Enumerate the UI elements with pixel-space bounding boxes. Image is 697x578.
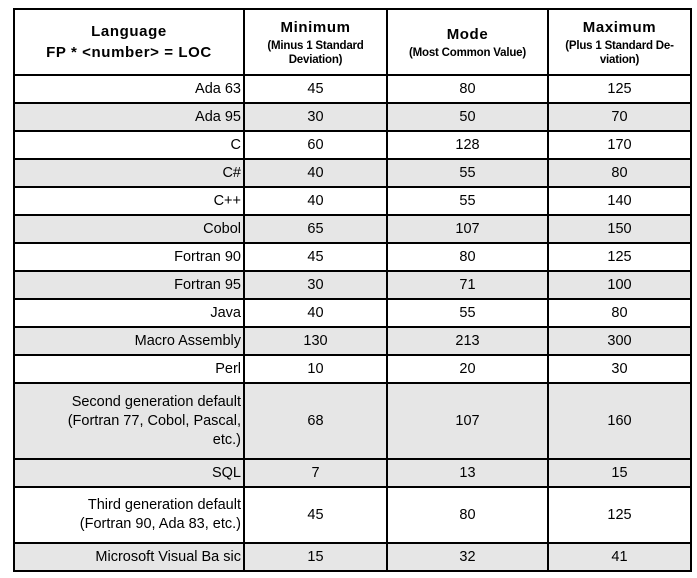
- mode-cell: 50: [386, 102, 549, 132]
- language-cell: Macro Assembly: [13, 326, 245, 356]
- language-cell: Third generation default (Fortran 90, Ad…: [13, 486, 245, 544]
- table-row-ada-63: Ada 63 45 80 125: [13, 74, 692, 104]
- maximum-cell: 140: [547, 186, 692, 216]
- header-minimum: Minimum (Minus 1 Standard Deviation): [243, 8, 388, 76]
- language-cell: C++: [13, 186, 245, 216]
- mode-cell: 32: [386, 542, 549, 572]
- table-row-sql: SQL 7 13 15: [13, 458, 692, 488]
- language-cell: Ada 63: [13, 74, 245, 104]
- mode-cell: 55: [386, 298, 549, 328]
- language-cell: Cobol: [13, 214, 245, 244]
- header-maximum-subtitle: (Plus 1 Standard De- viation): [565, 40, 674, 66]
- minimum-cell: 30: [243, 270, 388, 300]
- header-language: Language FP * <number> = LOC: [13, 8, 245, 76]
- header-maximum: Maximum (Plus 1 Standard De- viation): [547, 8, 692, 76]
- table-row-fortran-95: Fortran 95 30 71 100: [13, 270, 692, 300]
- language-cell: Perl: [13, 354, 245, 384]
- language-cell: Fortran 95: [13, 270, 245, 300]
- table-row-microsoft-visual-basic: Microsoft Visual Ba sic 15 32 41: [13, 542, 692, 572]
- header-mode-subtitle: (Most Common Value): [409, 47, 526, 59]
- mode-cell: 55: [386, 186, 549, 216]
- maximum-cell: 170: [547, 130, 692, 160]
- language-cell: Microsoft Visual Ba sic: [13, 542, 245, 572]
- table-row-ada-95: Ada 95 30 50 70: [13, 102, 692, 132]
- maximum-cell: 125: [547, 242, 692, 272]
- table-row-java: Java 40 55 80: [13, 298, 692, 328]
- table-row-macro-assembly: Macro Assembly 130 213 300: [13, 326, 692, 356]
- mode-cell: 128: [386, 130, 549, 160]
- header-maximum-title: Maximum: [582, 19, 657, 36]
- language-cell: Fortran 90: [13, 242, 245, 272]
- header-mode-title: Mode: [446, 26, 489, 43]
- minimum-cell: 40: [243, 158, 388, 188]
- maximum-cell: 80: [547, 158, 692, 188]
- mode-cell: 107: [386, 382, 549, 460]
- language-cell: SQL: [13, 458, 245, 488]
- maximum-cell: 70: [547, 102, 692, 132]
- maximum-cell: 41: [547, 542, 692, 572]
- language-cell: Ada 95: [13, 102, 245, 132]
- language-cell: C: [13, 130, 245, 160]
- header-minimum-subtitle: (Minus 1 Standard Deviation): [267, 40, 364, 66]
- mode-cell: 71: [386, 270, 549, 300]
- mode-cell: 80: [386, 486, 549, 544]
- table-body: Ada 63 45 80 125 Ada 95 30 50 70 C 60 12…: [13, 74, 692, 572]
- minimum-cell: 30: [243, 102, 388, 132]
- mode-cell: 55: [386, 158, 549, 188]
- header-minimum-title: Minimum: [280, 19, 351, 36]
- minimum-cell: 68: [243, 382, 388, 460]
- maximum-cell: 80: [547, 298, 692, 328]
- table-row-c-plus-plus: C++ 40 55 140: [13, 186, 692, 216]
- mode-cell: 20: [386, 354, 549, 384]
- minimum-cell: 40: [243, 298, 388, 328]
- header-row: Language FP * <number> = LOC Minimum (Mi…: [13, 8, 692, 76]
- minimum-cell: 15: [243, 542, 388, 572]
- mode-cell: 13: [386, 458, 549, 488]
- minimum-cell: 45: [243, 486, 388, 544]
- table-row-second-generation-default: Second generation default (Fortran 77, C…: [13, 382, 692, 460]
- header-mode: Mode (Most Common Value): [386, 8, 549, 76]
- minimum-cell: 65: [243, 214, 388, 244]
- header-language-label: Language FP * <number> = LOC: [46, 23, 212, 61]
- mode-cell: 80: [386, 74, 549, 104]
- table-row-third-generation-default: Third generation default (Fortran 90, Ad…: [13, 486, 692, 544]
- minimum-cell: 45: [243, 242, 388, 272]
- maximum-cell: 100: [547, 270, 692, 300]
- table-header: Language FP * <number> = LOC Minimum (Mi…: [13, 8, 692, 76]
- mode-cell: 80: [386, 242, 549, 272]
- maximum-cell: 150: [547, 214, 692, 244]
- maximum-cell: 160: [547, 382, 692, 460]
- minimum-cell: 60: [243, 130, 388, 160]
- minimum-cell: 10: [243, 354, 388, 384]
- mode-cell: 107: [386, 214, 549, 244]
- mode-cell: 213: [386, 326, 549, 356]
- language-cell: Java: [13, 298, 245, 328]
- minimum-cell: 40: [243, 186, 388, 216]
- maximum-cell: 125: [547, 74, 692, 104]
- minimum-cell: 45: [243, 74, 388, 104]
- maximum-cell: 125: [547, 486, 692, 544]
- table-row-c-sharp: C# 40 55 80: [13, 158, 692, 188]
- table-row-perl: Perl 10 20 30: [13, 354, 692, 384]
- language-cell: Second generation default (Fortran 77, C…: [13, 382, 245, 460]
- language-cell: C#: [13, 158, 245, 188]
- maximum-cell: 30: [547, 354, 692, 384]
- fp-loc-conversion-table: Language FP * <number> = LOC Minimum (Mi…: [13, 8, 692, 572]
- table-row-c: C 60 128 170: [13, 130, 692, 160]
- table-row-cobol: Cobol 65 107 150: [13, 214, 692, 244]
- minimum-cell: 130: [243, 326, 388, 356]
- maximum-cell: 15: [547, 458, 692, 488]
- minimum-cell: 7: [243, 458, 388, 488]
- maximum-cell: 300: [547, 326, 692, 356]
- table-row-fortran-90: Fortran 90 45 80 125: [13, 242, 692, 272]
